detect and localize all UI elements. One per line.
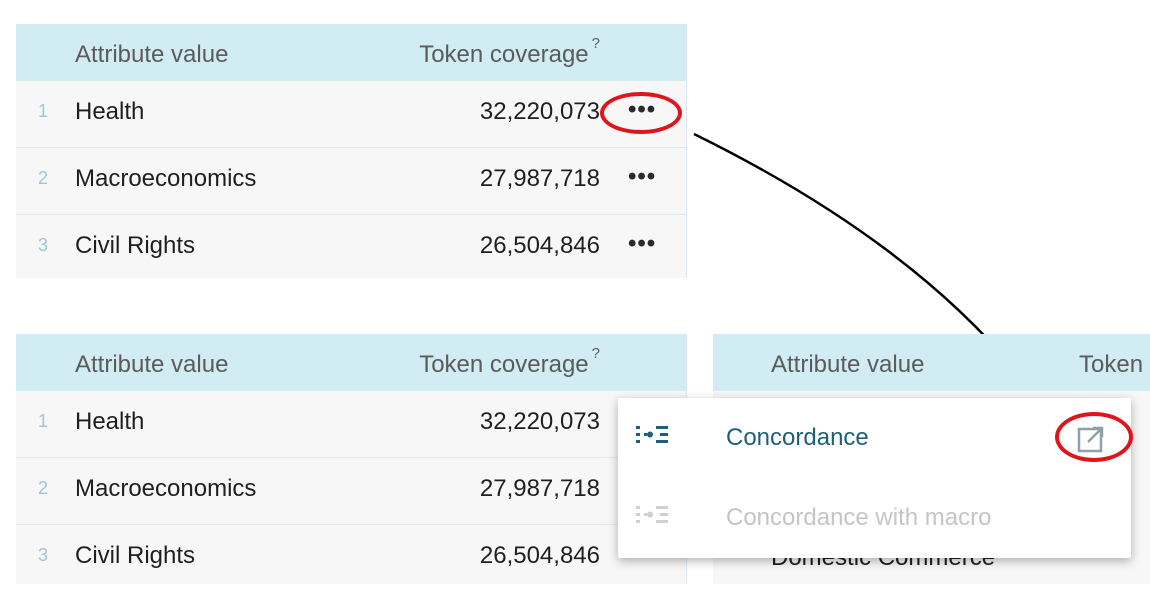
row-attribute: Civil Rights (75, 232, 196, 259)
row-number: 3 (38, 545, 49, 565)
row-attribute: Macroeconomics (75, 475, 257, 502)
header-attribute-value: Attribute value (75, 351, 229, 378)
row-number: 2 (38, 168, 49, 188)
menu-item-label: Concordance (726, 424, 869, 451)
row-number: 3 (38, 235, 49, 255)
context-menu: Concordance Concordance with macro (618, 398, 1131, 558)
row-attribute: Macroeconomics (75, 165, 257, 192)
table-row: 3 Civil Rights 26,504,846 ••• (16, 215, 686, 281)
concordance-macro-icon (636, 506, 668, 523)
table-row: 2 Macroeconomics 27,987,718 (16, 458, 686, 525)
row-coverage: 26,504,846 (479, 232, 600, 259)
header-token-coverage: Token coverage? (419, 345, 600, 378)
menu-item-concordance-with-macro[interactable]: Concordance with macro (618, 482, 1131, 552)
row-attribute: Health (75, 408, 145, 435)
help-icon[interactable]: ? (591, 345, 600, 362)
table-row: 2 Macroeconomics 27,987,718 ••• (16, 148, 686, 215)
header-attribute-value: Attribute value (75, 41, 229, 68)
row-attribute: Civil Rights (75, 542, 196, 569)
help-icon[interactable]: ? (591, 35, 600, 52)
open-in-new-tab-icon[interactable] (1076, 424, 1108, 456)
row-attribute: Health (75, 98, 145, 125)
header-token-coverage: Token (1079, 351, 1144, 378)
header-attribute-value: Attribute value (771, 351, 925, 378)
row-number: 1 (38, 411, 49, 431)
top-result-table: Attribute value Token coverage? 1 Health… (16, 24, 687, 278)
row-coverage: 26,504,846 (479, 542, 600, 569)
concordance-icon (636, 426, 668, 443)
more-options-icon[interactable]: ••• (628, 230, 657, 257)
row-coverage: 32,220,073 (479, 408, 600, 435)
header-token-coverage: Token coverage? (419, 35, 600, 68)
table-header: Attribute value Token (713, 334, 1150, 391)
row-coverage: 27,987,718 (479, 475, 600, 502)
menu-item-label: Concordance with macro (726, 504, 992, 531)
row-number: 1 (38, 101, 49, 121)
row-coverage: 32,220,073 (479, 98, 600, 125)
table-row: 1 Health 32,220,073 (16, 391, 686, 458)
table-header: Attribute value Token coverage? (16, 334, 686, 391)
row-coverage: 27,987,718 (479, 165, 600, 192)
table-row: 1 Health 32,220,073 ••• (16, 81, 686, 148)
more-options-icon[interactable]: ••• (628, 96, 657, 123)
table-row: 3 Civil Rights 26,504,846 (16, 525, 686, 591)
row-number: 2 (38, 478, 49, 498)
more-options-icon[interactable]: ••• (628, 163, 657, 190)
table-header: Attribute value Token coverage? (16, 24, 686, 81)
bottom-result-table: Attribute value Token coverage? 1 Health… (16, 334, 687, 584)
menu-item-concordance[interactable]: Concordance (618, 402, 1131, 472)
